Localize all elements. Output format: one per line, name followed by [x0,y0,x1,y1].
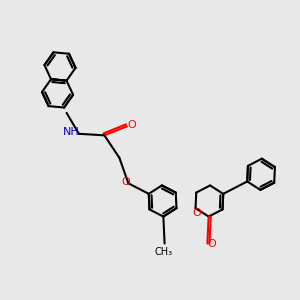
Text: O: O [121,177,130,187]
Text: O: O [208,238,216,248]
Text: NH: NH [63,127,80,137]
Text: CH₃: CH₃ [154,247,172,257]
Text: O: O [193,208,201,218]
Text: O: O [127,120,136,130]
